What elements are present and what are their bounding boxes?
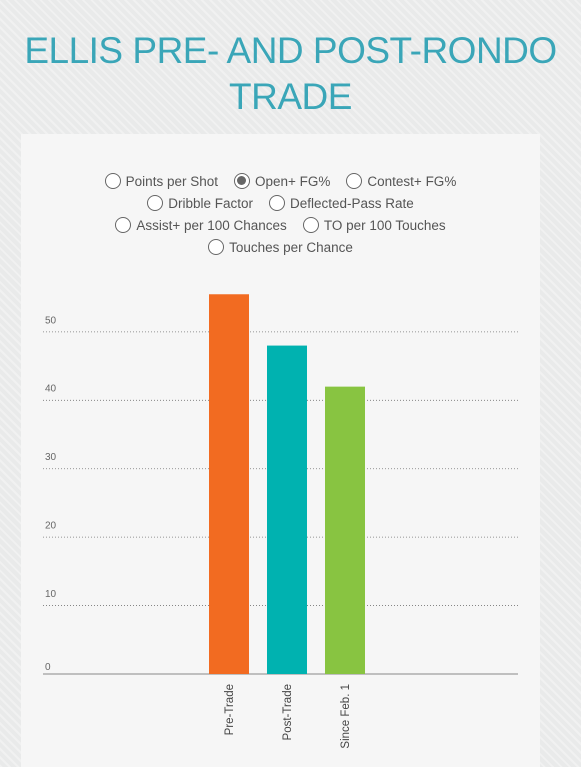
y-tick-label: 10 bbox=[45, 589, 57, 600]
radio-button[interactable] bbox=[147, 195, 164, 211]
radio-button[interactable] bbox=[233, 173, 250, 189]
metric-option[interactable]: Contest+ FG% bbox=[346, 173, 456, 189]
radio-button[interactable] bbox=[268, 195, 285, 211]
bar[interactable] bbox=[267, 345, 307, 674]
bar[interactable] bbox=[209, 294, 249, 674]
metric-options: Points per Shot Open+ FG% Contest+ FG% Drib… bbox=[21, 170, 540, 258]
metric-option-label: Deflected-Pass Rate bbox=[289, 195, 414, 211]
y-tick-label: 0 bbox=[45, 662, 51, 673]
y-tick-label: 40 bbox=[45, 384, 57, 395]
metric-option[interactable]: Deflected-Pass Rate bbox=[268, 195, 414, 211]
bar-chart: 0 10 20 30 40 50 Pre-Trade Post-Trade Since Feb… bbox=[43, 294, 518, 749]
metric-option-label: Assist+ per 100 Chances bbox=[136, 217, 287, 233]
y-tick-label: 30 bbox=[45, 452, 57, 463]
options-row: Points per Shot Open+ FG% Contest+ FG% bbox=[21, 170, 540, 192]
metric-option-label: Open+ FG% bbox=[254, 173, 331, 189]
metric-option[interactable]: Open+ FG% bbox=[233, 173, 331, 189]
bar[interactable] bbox=[325, 386, 365, 674]
x-category-label: Post-Trade bbox=[282, 684, 294, 740]
metric-option[interactable]: Touches per Chance bbox=[208, 239, 353, 255]
metric-option-label: Points per Shot bbox=[125, 173, 218, 189]
radio-button[interactable] bbox=[208, 239, 225, 255]
metric-option[interactable]: Assist+ per 100 Chances bbox=[115, 217, 287, 233]
metric-option[interactable]: TO per 100 Touches bbox=[302, 217, 446, 233]
metric-option-label: Dribble Factor bbox=[168, 195, 253, 211]
radio-button[interactable] bbox=[346, 173, 363, 189]
options-row: Touches per Chance bbox=[21, 236, 540, 258]
x-category-label: Pre-Trade bbox=[224, 684, 236, 735]
y-tick-label: 20 bbox=[45, 521, 57, 532]
radio-button[interactable] bbox=[302, 217, 319, 233]
page-title: ELLIS PRE- AND POST-RONDO TRADE bbox=[24, 30, 557, 117]
metric-option-label: Touches per Chance bbox=[229, 239, 353, 255]
chart-panel: Points per Shot Open+ FG% Contest+ FG% Drib… bbox=[21, 134, 540, 767]
options-row: Assist+ per 100 Chances TO per 100 Touche… bbox=[21, 214, 540, 236]
radio-button[interactable] bbox=[115, 217, 132, 233]
options-row: Dribble Factor Deflected-Pass Rate bbox=[21, 192, 540, 214]
metric-option[interactable]: Dribble Factor bbox=[147, 195, 253, 211]
metric-option-label: TO per 100 Touches bbox=[323, 217, 446, 233]
y-tick-label: 50 bbox=[45, 315, 57, 326]
metric-option[interactable]: Points per Shot bbox=[104, 173, 218, 189]
metric-option-label: Contest+ FG% bbox=[367, 173, 457, 189]
x-category-label: Since Feb. 1 bbox=[340, 684, 352, 749]
radio-button[interactable] bbox=[104, 173, 121, 189]
